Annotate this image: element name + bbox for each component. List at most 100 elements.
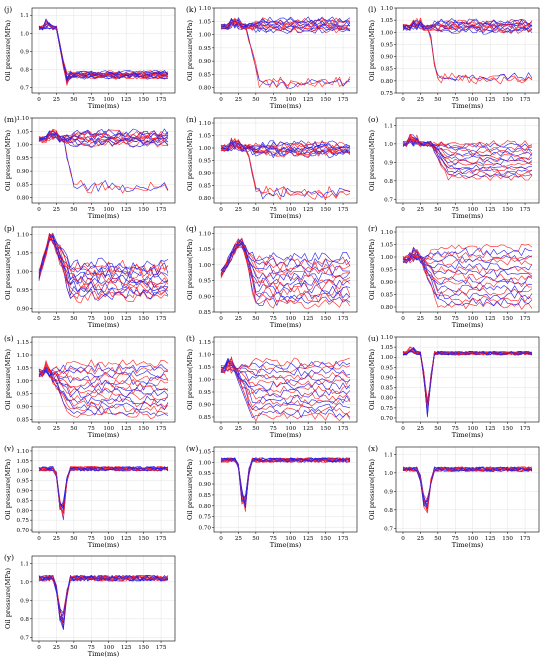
y-tick-label: 1.00 (199, 378, 212, 384)
series-blue-13 (402, 347, 533, 418)
x-axis-label: Time(ms) (452, 431, 484, 439)
series-blue-11 (402, 138, 533, 157)
series-blue-9 (402, 249, 533, 278)
series-blue-13 (402, 466, 533, 507)
x-tick-label: 0 (37, 316, 41, 322)
series-red-14 (220, 17, 351, 29)
y-tick-label: 0.75 (381, 91, 394, 97)
chart-y: 0 25 50 75 100 125 150 175 0.7 0.8 0.9 1.0 1.1 Time(m… (4, 553, 176, 658)
y-tick-label: 0.70 (199, 526, 212, 532)
y-tick-label: 0.80 (381, 305, 394, 311)
series-red-2 (220, 357, 351, 415)
y-tick-label: 0.85 (199, 310, 212, 316)
series-blue-5 (38, 368, 169, 405)
series-blue-5 (402, 346, 533, 406)
x-tick-label: 150 (502, 97, 513, 103)
series-blue-15 (402, 466, 533, 505)
y-axis-label: Oil pressure(MPa) (186, 349, 194, 410)
series-blue-11 (38, 466, 169, 510)
x-tick-label: 100 (103, 316, 114, 322)
x-tick-label: 25 (235, 536, 243, 542)
chart-s: 0 25 50 75 100 125 150 175 0.85 0.90 0.95 1.00 1.05 1… (4, 334, 176, 439)
series-blue-13 (38, 130, 169, 140)
y-tick-label: 0.95 (199, 159, 212, 165)
series-blue-3 (402, 351, 533, 409)
series-red-0 (220, 140, 351, 201)
series-red-6 (402, 246, 533, 289)
y-axis-label: Oil pressure(MPa) (4, 459, 12, 520)
y-tick-label: 1.00 (381, 30, 394, 36)
x-tick-label: 175 (156, 426, 167, 432)
series-red-14 (402, 18, 533, 30)
y-tick-label: 0.7 (20, 86, 29, 92)
x-tick-label: 50 (252, 207, 260, 213)
series-blue-13 (38, 369, 169, 378)
chart-l: 0 25 50 75 100 125 150 175 0.75 0.80 0.85 0.90 0.95 1… (368, 5, 540, 110)
x-tick-label: 0 (219, 426, 223, 432)
series-blue-15 (38, 466, 169, 508)
x-tick-label: 100 (467, 536, 478, 542)
x-tick-label: 100 (285, 97, 296, 103)
series-blue-13 (402, 19, 533, 31)
x-tick-label: 25 (417, 426, 425, 432)
series-red-10 (402, 349, 533, 408)
y-tick-label: 0.90 (199, 403, 212, 409)
x-tick-label: 125 (485, 536, 496, 542)
y-tick-label: 0.85 (381, 386, 394, 392)
series-blue-9 (38, 574, 169, 631)
series-blue-7 (402, 247, 533, 285)
plot-frame (31, 7, 176, 94)
series-red-14 (220, 138, 350, 152)
series-blue-3 (220, 358, 351, 411)
series-red-14 (402, 349, 533, 415)
y-tick-label: 1.00 (17, 379, 30, 385)
x-axis-label: Time(ms) (88, 102, 120, 110)
x-tick-label: 25 (235, 426, 243, 432)
y-axis-label: Oil pressure(MPa) (186, 239, 194, 300)
series-red-12 (402, 251, 533, 267)
x-tick-label: 75 (270, 207, 278, 213)
x-tick-label: 125 (303, 207, 314, 213)
x-tick-label: 175 (520, 207, 531, 213)
y-tick-label: 1.10 (199, 6, 212, 12)
y-tick-label: 1.0 (20, 31, 29, 37)
chart-u: 0 25 50 75 100 125 150 175 0.70 0.75 0.80 0.85 0.90 0… (368, 334, 540, 439)
x-tick-label: 0 (37, 97, 41, 103)
y-tick-label: 1.10 (199, 353, 212, 359)
x-tick-label: 25 (53, 645, 61, 651)
y-tick-label: 1.1 (384, 452, 393, 458)
x-tick-label: 50 (70, 316, 78, 322)
y-tick-label: 0.90 (381, 280, 394, 286)
x-tick-label: 75 (270, 97, 278, 103)
plot-frame (395, 7, 540, 94)
x-axis-label: Time(ms) (270, 212, 302, 220)
y-tick-label: 1.1 (384, 123, 393, 129)
x-tick-label: 25 (53, 97, 61, 103)
y-axis-label: Oil pressure(MPa) (186, 459, 194, 520)
series-red-16 (402, 244, 533, 262)
y-tick-label: 0.80 (17, 508, 30, 514)
x-tick-label: 75 (452, 207, 460, 213)
x-tick-label: 150 (502, 207, 513, 213)
x-tick-label: 25 (417, 207, 425, 213)
x-tick-label: 125 (485, 426, 496, 432)
series-red-14 (221, 239, 351, 271)
x-tick-label: 0 (219, 207, 223, 213)
y-tick-label: 0.85 (17, 182, 30, 188)
x-tick-label: 0 (219, 97, 223, 103)
panel-label: (u) (368, 334, 379, 343)
y-axis-label: Oil pressure(MPa) (368, 239, 376, 300)
series-blue-1 (220, 362, 351, 419)
x-tick-label: 25 (417, 97, 425, 103)
panel-label: (m) (4, 115, 17, 124)
y-tick-label: 0.85 (199, 72, 212, 78)
panel-label: (y) (4, 553, 14, 562)
series-red-2 (38, 20, 169, 80)
x-tick-label: 175 (156, 316, 167, 322)
y-tick-label: 1.15 (17, 340, 30, 346)
x-tick-label: 50 (70, 207, 78, 213)
y-tick-label: 1.00 (17, 269, 30, 275)
y-tick-label: 0.90 (17, 169, 30, 175)
series-blue-15 (220, 16, 351, 30)
series-red-2 (220, 141, 351, 199)
